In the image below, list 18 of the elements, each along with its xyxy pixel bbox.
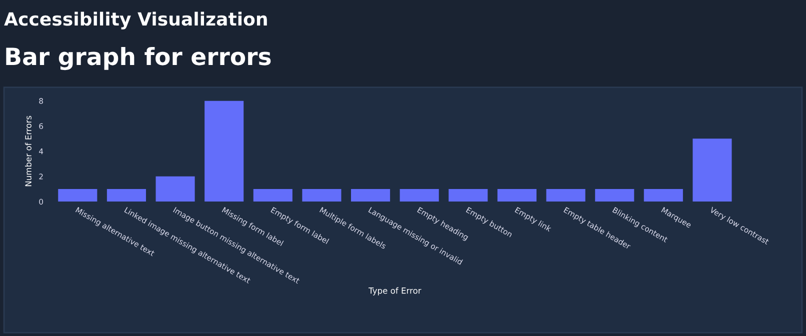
bar [204, 100, 244, 202]
bar [644, 189, 683, 202]
chart-title: Accessibility Visualization [4, 12, 267, 30]
x-axis-title: Type of Error [368, 287, 422, 296]
bar [156, 176, 195, 202]
bar [497, 189, 536, 202]
bar [58, 189, 98, 202]
bar [448, 189, 488, 202]
bar [106, 189, 146, 202]
bar [546, 189, 586, 202]
bar [400, 189, 439, 202]
y-axis-title: Number of Errors [25, 116, 32, 186]
bar [692, 138, 732, 202]
bar [351, 189, 390, 202]
bar [253, 189, 292, 202]
bar [595, 189, 634, 202]
bar [302, 189, 342, 202]
chart-subtitle: Bar graph for errors [6, 47, 271, 70]
